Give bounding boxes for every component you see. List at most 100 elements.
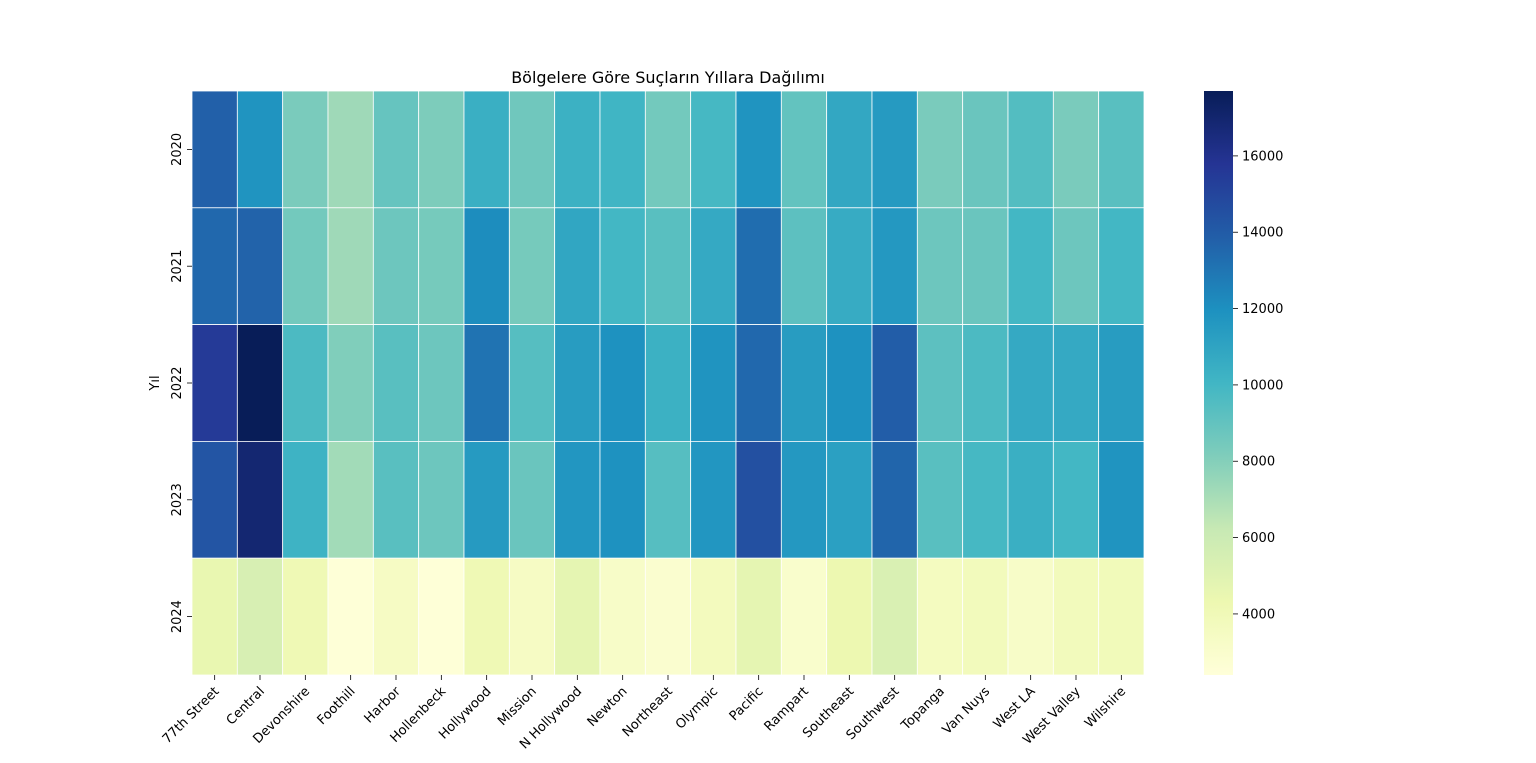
heatmap-cell — [871, 324, 918, 442]
colorbar-tick-label: 8000 — [1242, 455, 1275, 470]
heatmap-cell — [1052, 324, 1100, 442]
heatmap-cell — [1007, 207, 1054, 326]
heatmap-cell — [508, 324, 556, 442]
y-tick-label: 2022 — [170, 366, 185, 399]
heatmap-cell — [463, 557, 510, 676]
heatmap-cell — [1007, 440, 1054, 559]
heatmap-cell — [690, 557, 737, 676]
heatmap-cell — [599, 557, 646, 676]
heatmap-cell — [282, 90, 329, 209]
heatmap-cell — [554, 90, 601, 209]
x-tick-label: Newton — [585, 684, 631, 730]
heatmap-cell — [644, 440, 692, 559]
heatmap-cell — [826, 324, 873, 442]
heatmap-cells — [191, 90, 1145, 676]
heatmap-cell — [508, 557, 556, 676]
heatmap-cell — [418, 557, 465, 676]
heatmap-cell — [191, 324, 238, 442]
heatmap-cell — [826, 557, 873, 676]
heatmap-cell — [463, 90, 510, 209]
heatmap-cell — [690, 440, 737, 559]
heatmap-cell — [780, 324, 828, 442]
heatmap-cell — [327, 557, 374, 676]
y-axis-ticks: 2020 2021 2022 2023 2024 — [170, 133, 192, 633]
heatmap-cell — [327, 207, 374, 326]
heatmap-cell — [962, 440, 1009, 559]
y-axis-label: Yıl — [148, 375, 163, 391]
heatmap-cell — [236, 207, 284, 326]
y-tick-label: 2024 — [170, 600, 185, 633]
colorbar-tick-label: 6000 — [1242, 531, 1275, 546]
heatmap-cell — [191, 90, 238, 209]
heatmap-cell — [463, 324, 510, 442]
heatmap-cell — [916, 440, 964, 559]
colorbar-tick-label: 4000 — [1242, 607, 1275, 622]
heatmap-cell — [735, 440, 782, 559]
heatmap-cell — [690, 324, 737, 442]
x-tick-label: Foothill — [315, 684, 359, 728]
heatmap-cell — [1098, 324, 1145, 442]
heatmap-cell — [327, 324, 374, 442]
heatmap-cell — [599, 440, 646, 559]
heatmap-cell — [599, 90, 646, 209]
colorbar: 4000 6000 8000 10000 12000 14000 16000 — [1204, 91, 1283, 675]
heatmap-cell — [191, 557, 238, 676]
heatmap-cell — [916, 207, 964, 326]
heatmap-cell — [962, 207, 1009, 326]
heatmap-cell — [780, 207, 828, 326]
colorbar-gradient — [1204, 91, 1233, 675]
colorbar-tick-label: 16000 — [1242, 149, 1283, 164]
heatmap-cell — [1007, 90, 1054, 209]
heatmap-cell — [916, 557, 964, 676]
heatmap-cell — [826, 207, 873, 326]
heatmap-cell — [916, 324, 964, 442]
x-tick-label: Van Nuys — [940, 684, 994, 738]
heatmap-cell — [372, 207, 420, 326]
heatmap-cell — [1098, 90, 1145, 209]
heatmap-cell — [463, 440, 510, 559]
heatmap-cell — [554, 324, 601, 442]
heatmap-cell — [1007, 557, 1054, 676]
heatmap-cell — [826, 90, 873, 209]
heatmap-cell — [871, 440, 918, 559]
heatmap-cell — [236, 557, 284, 676]
heatmap-cell — [508, 440, 556, 559]
heatmap-cell — [644, 557, 692, 676]
heatmap-cell — [282, 557, 329, 676]
heatmap-cell — [372, 90, 420, 209]
heatmap-cell — [962, 90, 1009, 209]
colorbar-tick-label: 10000 — [1242, 378, 1283, 393]
heatmap-cell — [282, 324, 329, 442]
x-tick-label: Pacific — [727, 684, 767, 724]
heatmap-cell — [644, 324, 692, 442]
heatmap-cell — [236, 440, 284, 559]
heatmap-cell — [780, 90, 828, 209]
heatmap-cell — [418, 440, 465, 559]
heatmap-cell — [735, 207, 782, 326]
heatmap-cell — [282, 207, 329, 326]
heatmap-cell — [690, 90, 737, 209]
heatmap-cell — [735, 90, 782, 209]
x-tick-label: Central — [224, 684, 268, 728]
colorbar-tick-label: 14000 — [1242, 226, 1283, 241]
heatmap-cell — [372, 557, 420, 676]
heatmap-cell — [1098, 207, 1145, 326]
heatmap-cell — [735, 324, 782, 442]
heatmap-cell — [599, 207, 646, 326]
heatmap-cell — [554, 557, 601, 676]
heatmap-cell — [418, 207, 465, 326]
heatmap-cell — [644, 207, 692, 326]
heatmap-cell — [871, 90, 918, 209]
heatmap-cell — [780, 557, 828, 676]
heatmap-cell — [599, 324, 646, 442]
heatmap-cell — [826, 440, 873, 559]
heatmap-cell — [372, 324, 420, 442]
heatmap-cell — [508, 90, 556, 209]
heatmap-cell — [644, 90, 692, 209]
heatmap-cell — [916, 90, 964, 209]
heatmap-cell — [1098, 557, 1145, 676]
x-tick-label: Harbor — [362, 684, 405, 727]
